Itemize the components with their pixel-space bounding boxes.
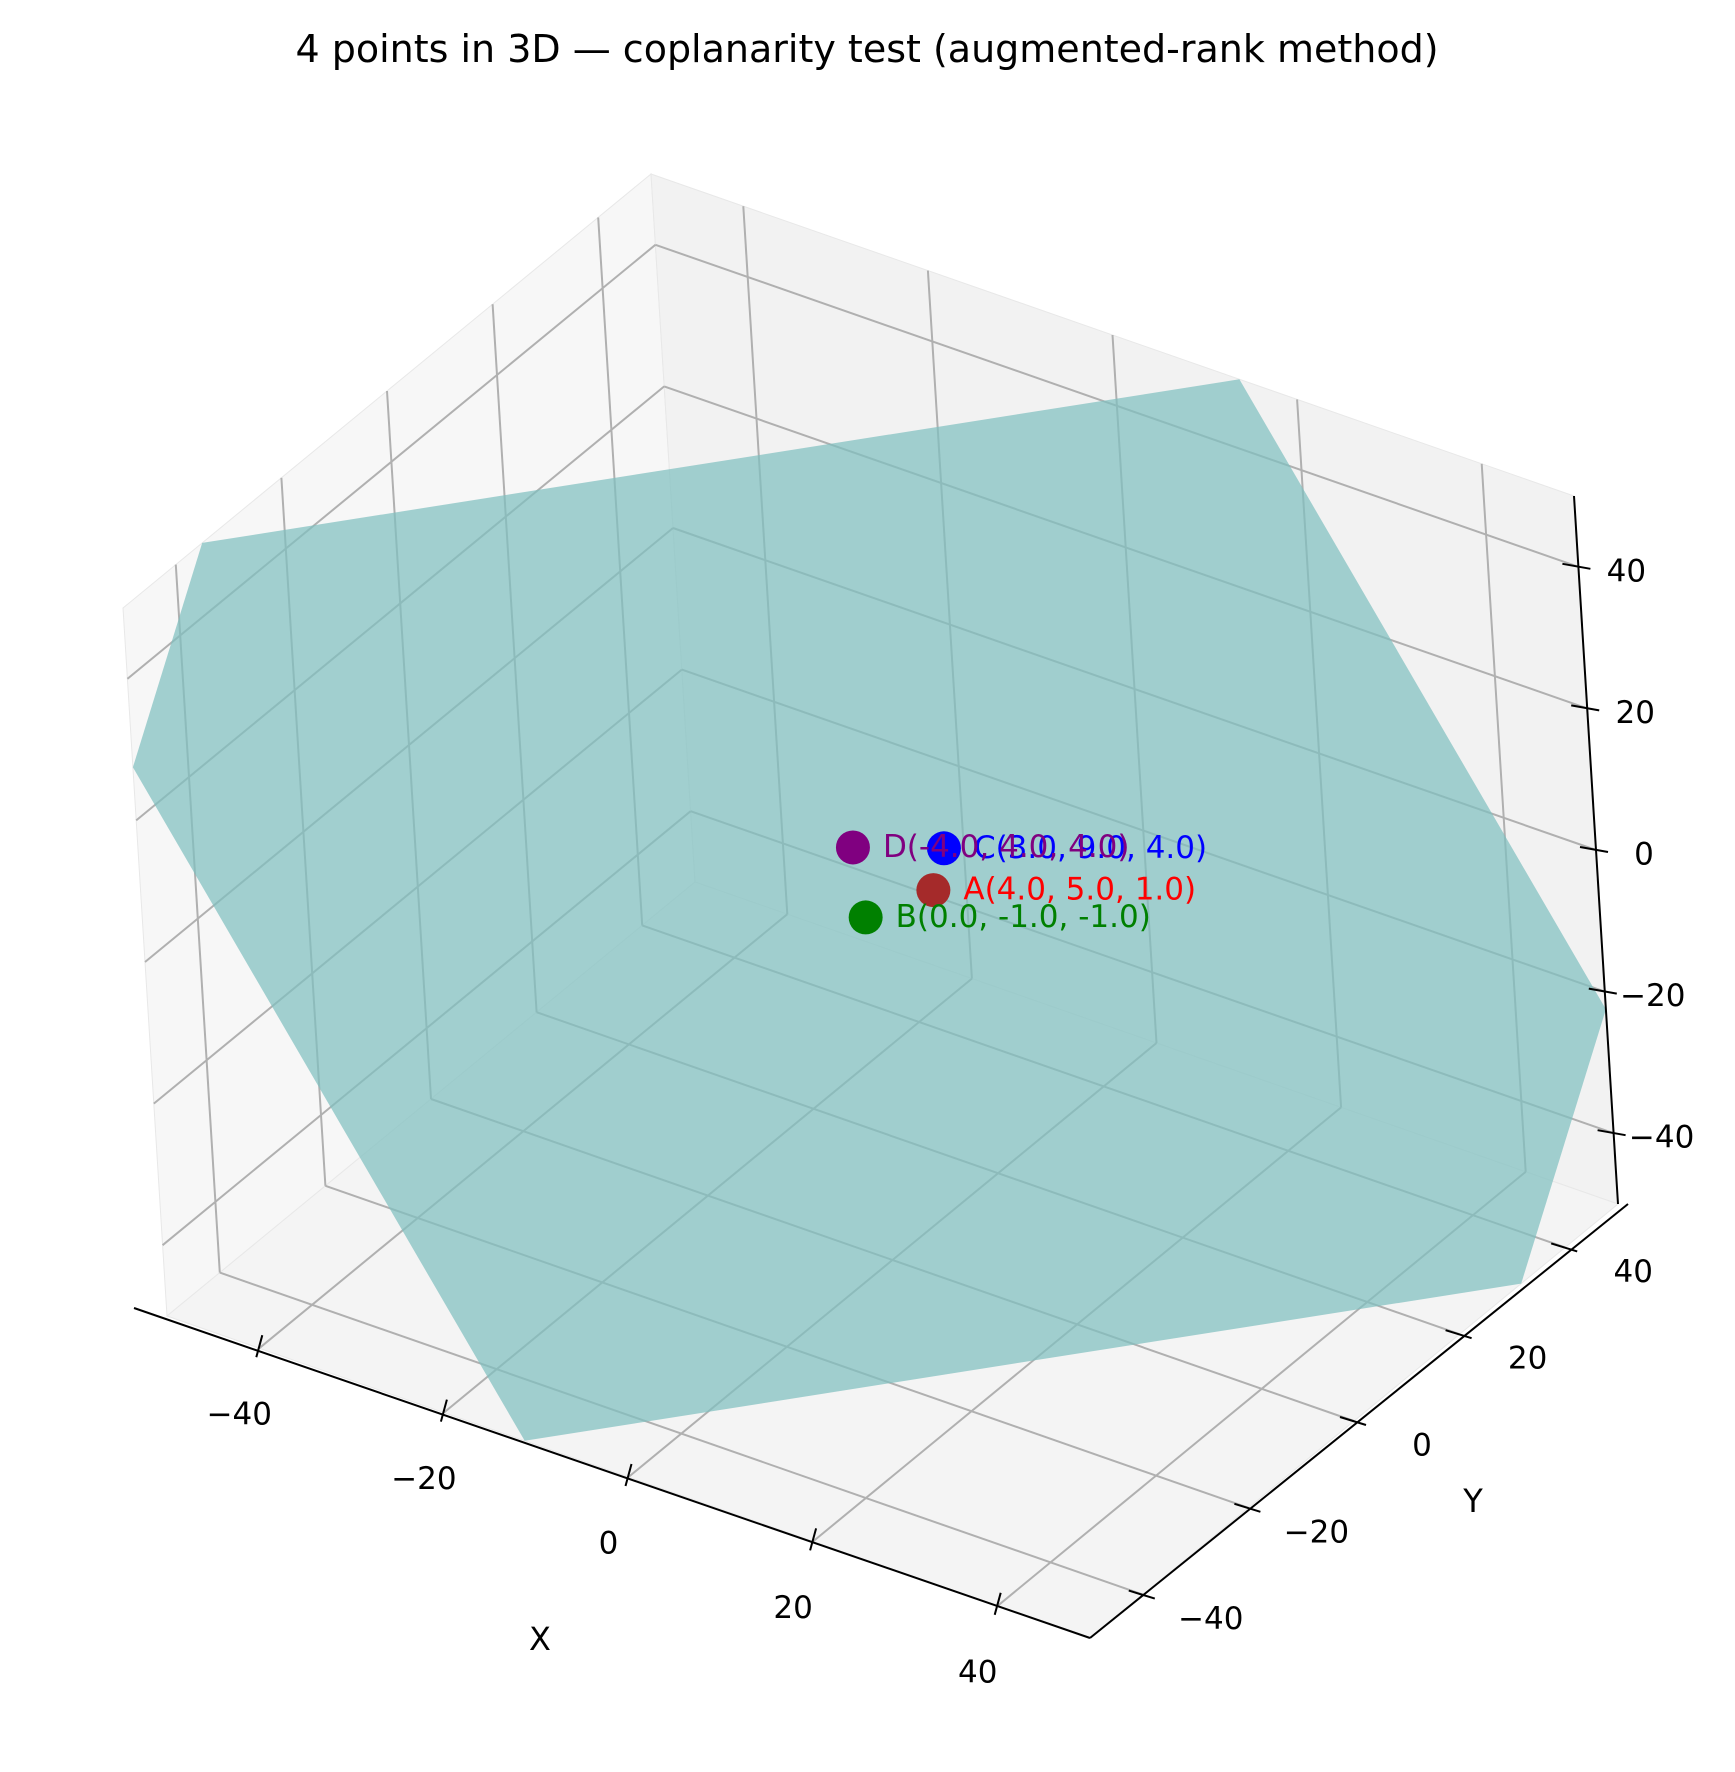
z-tick-label: 0 — [1634, 837, 1654, 873]
point-marker — [835, 830, 870, 865]
x-tick-label: 0 — [599, 1526, 619, 1562]
y-tick-label: −20 — [1284, 1514, 1349, 1550]
y-axis-label: Y — [1462, 1482, 1483, 1520]
y-tick — [1128, 1589, 1156, 1600]
point-marker — [916, 873, 951, 908]
chart-title: 4 points in 3D — coplanarity test (augme… — [295, 27, 1438, 71]
z-tick-label: 20 — [1615, 695, 1654, 731]
data-points: A(4.0, 5.0, 1.0)B(0.0, -1.0, -1.0) C(3.0,… — [835, 829, 1207, 935]
x-tick — [624, 1463, 633, 1487]
z-tick — [1579, 846, 1609, 853]
z-tick — [1597, 1129, 1626, 1137]
x-tick-label: −20 — [391, 1461, 456, 1497]
y-tick-label: −40 — [1178, 1601, 1243, 1637]
x-tick — [255, 1334, 264, 1358]
y-tick — [1339, 1416, 1367, 1426]
tick-labels: −40 −20 0 20 40 −40 −20 0 20 40 −40 −20 0 20 40 — [207, 553, 1695, 1690]
point-marker — [926, 831, 961, 866]
z-tick — [1571, 704, 1600, 712]
y-tick-label: 20 — [1508, 1341, 1547, 1377]
point-label: B(0.0, -1.0, -1.0) — [896, 899, 1151, 935]
z-tick-label: −20 — [1620, 978, 1685, 1014]
x-tick — [993, 1592, 1002, 1616]
z-tick-label: 40 — [1607, 553, 1646, 589]
z-tick — [1562, 562, 1591, 570]
x-tick-label: 20 — [773, 1590, 812, 1626]
z-tick — [1588, 987, 1617, 995]
x-tick-label: −40 — [207, 1397, 272, 1433]
y-tick-label: 0 — [1412, 1428, 1432, 1464]
point-label: D(-4.0, 4.0, 4.0) — [883, 829, 1130, 865]
gridline-y-floor — [219, 1271, 1144, 1596]
z-tick-label: −40 — [1629, 1120, 1694, 1156]
y-tick — [1550, 1242, 1578, 1253]
x-axis-label: X — [529, 1620, 551, 1658]
tick-marks — [255, 562, 1626, 1616]
point-label: C(3.0, 9.0, 4.0) — [974, 830, 1207, 866]
y-axis-line — [1089, 1203, 1629, 1639]
y-tick-label: 40 — [1613, 1254, 1652, 1290]
x-tick — [809, 1528, 818, 1551]
x-tick — [439, 1399, 448, 1422]
point-label: A(4.0, 5.0, 1.0) — [963, 872, 1196, 908]
point-marker — [848, 900, 883, 935]
x-axis-line — [133, 1307, 1091, 1639]
x-tick-label: 40 — [958, 1654, 997, 1690]
y-tick — [1234, 1502, 1261, 1513]
y-tick — [1445, 1329, 1472, 1340]
